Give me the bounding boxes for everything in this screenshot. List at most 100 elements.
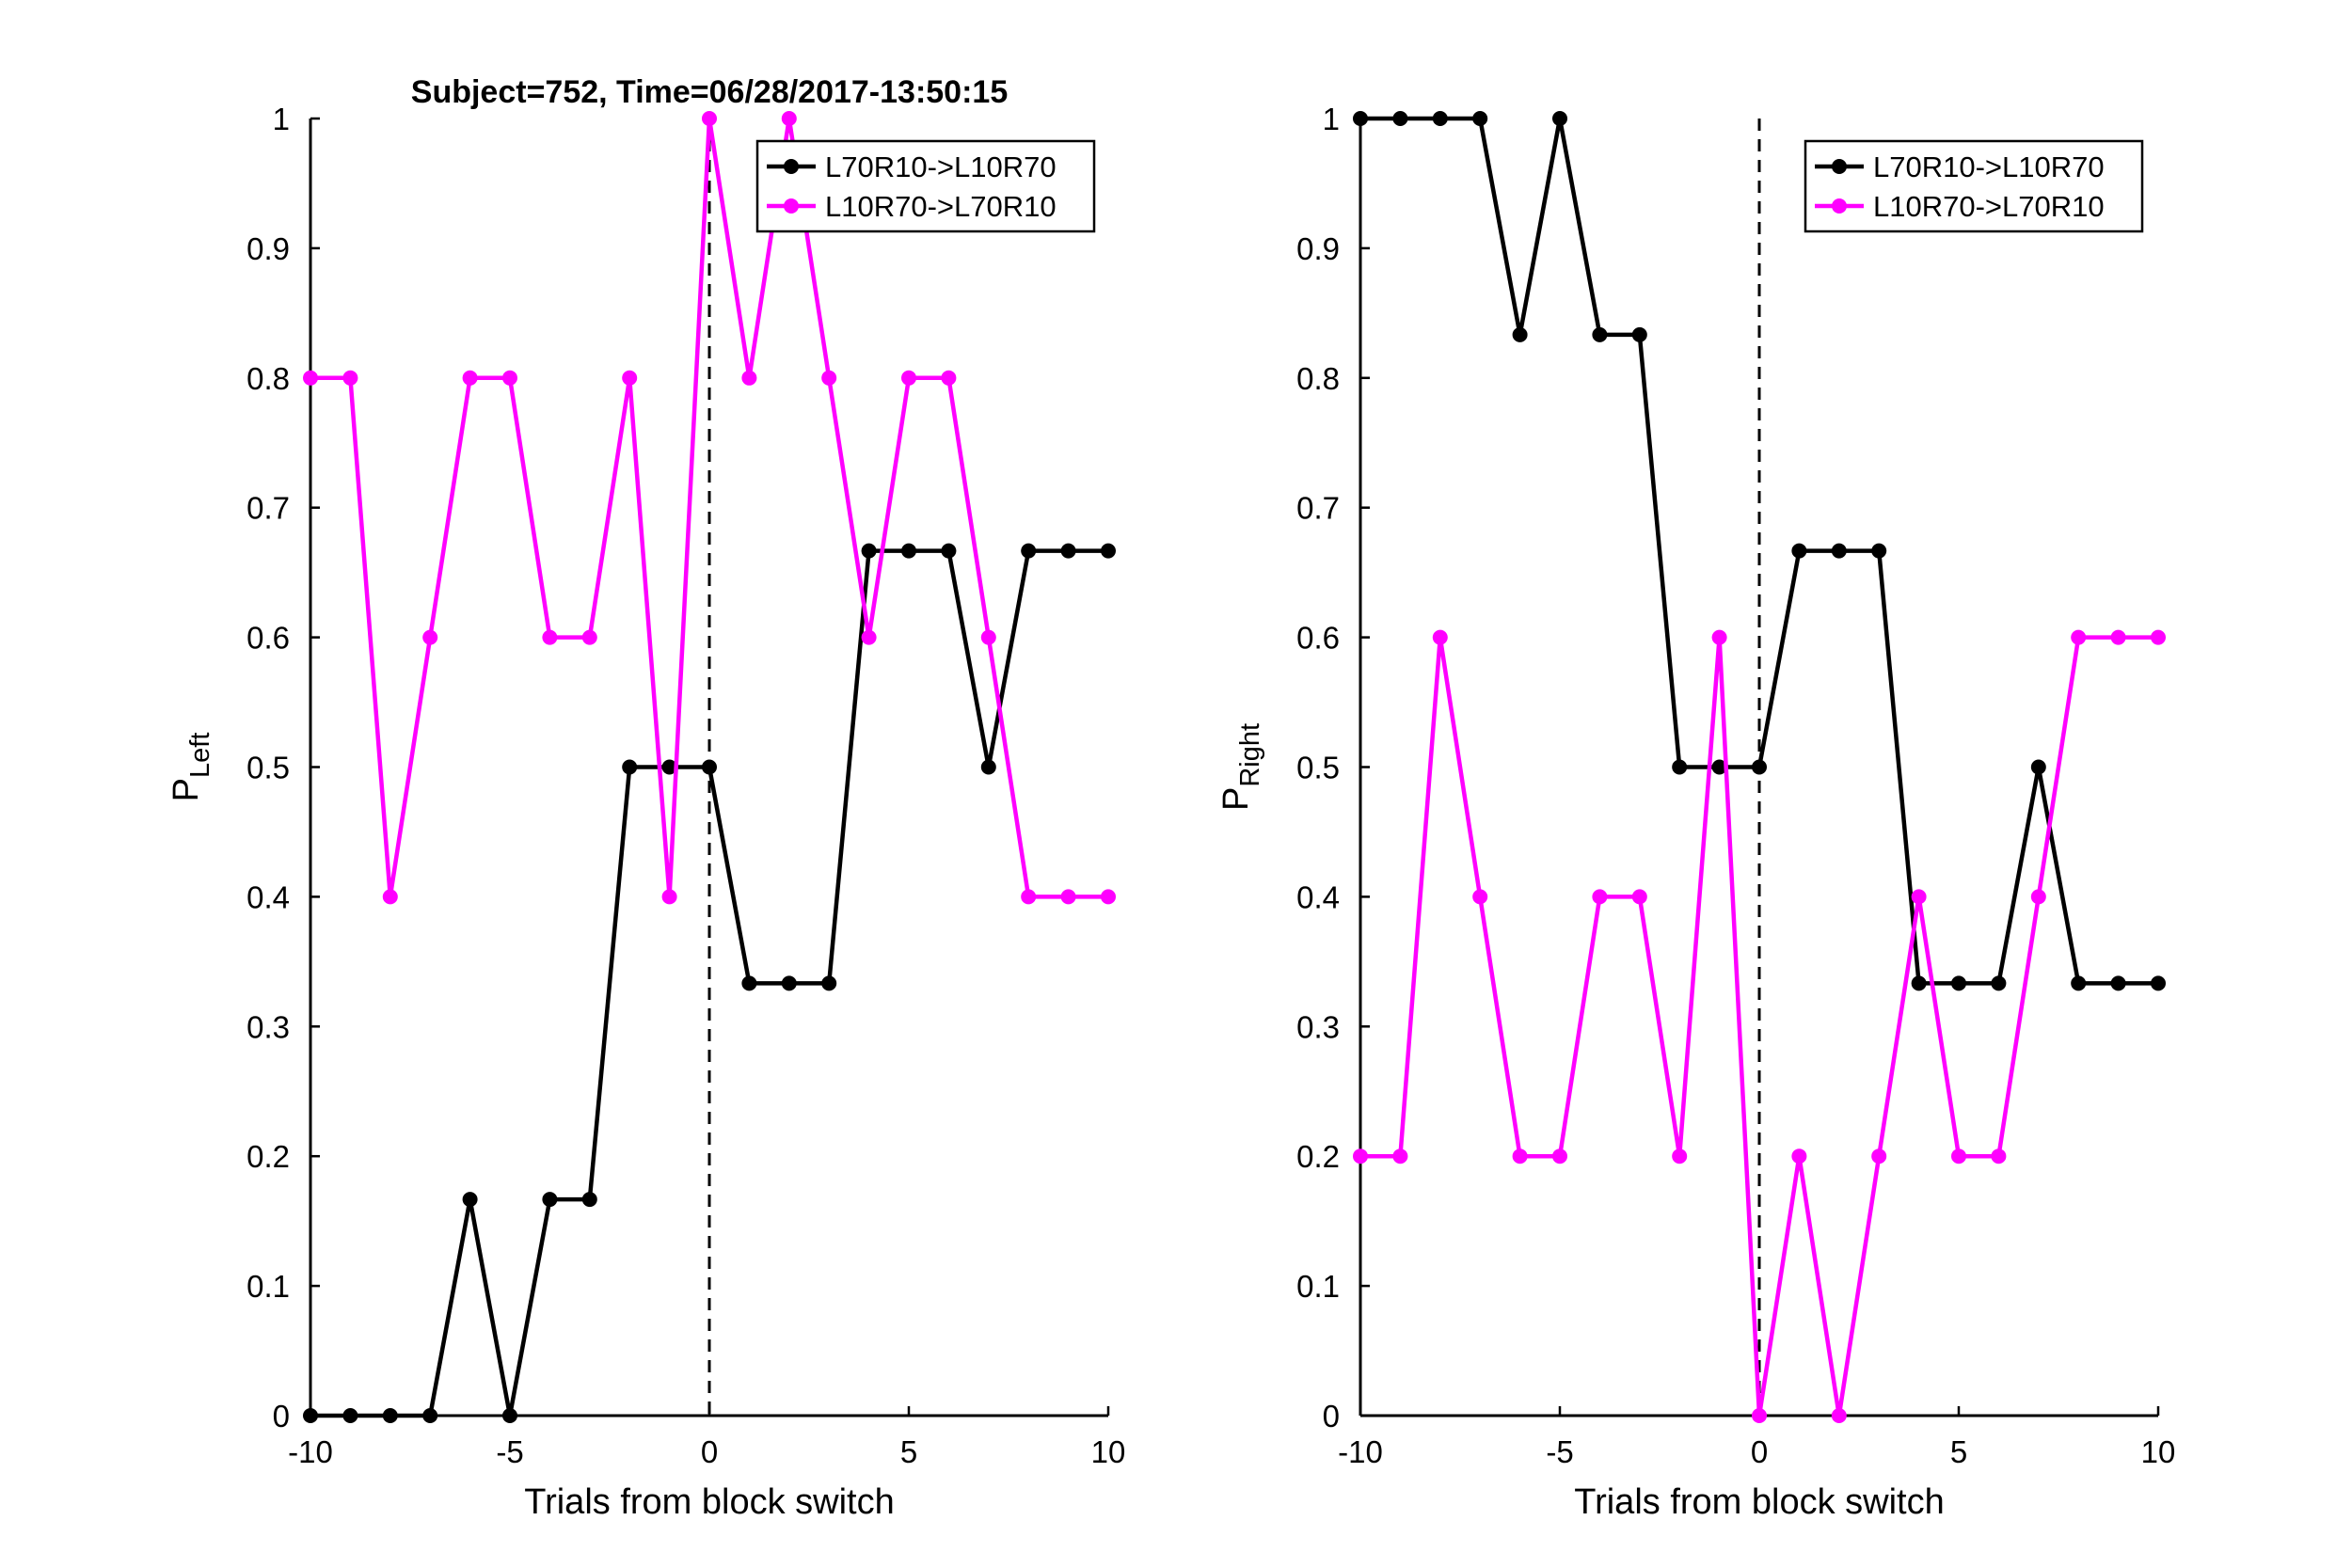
x-tick-label: -10 [1338,1434,1383,1469]
x-axis-label: Trials from block switch [524,1482,894,1522]
y-tick-label: 0.2 [1296,1139,1340,1174]
data-point [1060,889,1076,905]
data-point [2071,975,2087,991]
data-point [980,629,996,645]
data-point [821,975,837,991]
figure-title: Subject=752, Time=06/28/2017-13:50:15 [411,74,1008,110]
data-point [1432,629,1448,645]
data-point [1472,889,1488,905]
data-point [2151,629,2166,645]
legend-label: L70R10->L10R70 [825,150,1057,183]
x-tick-label: 10 [1091,1434,1126,1469]
data-point [2030,889,2046,905]
data-point [1631,326,1647,342]
data-point [462,370,478,386]
data-point [1991,975,2007,991]
data-point [781,975,797,991]
data-point [2071,629,2087,645]
data-point [1991,1148,2007,1164]
data-point [1392,111,1408,126]
x-tick-label: 5 [1950,1434,1967,1469]
data-point [581,629,597,645]
data-point [1791,1148,1807,1164]
data-point [1512,326,1528,342]
data-point [1353,1148,1368,1164]
data-point [661,759,677,775]
data-point [342,370,358,386]
y-tick-label: 0.8 [1296,361,1340,396]
data-point [1353,111,1368,126]
data-point [462,1192,478,1208]
data-point [581,1192,597,1208]
legend-label: L10R70->L70R10 [825,190,1057,223]
x-tick-label: 0 [1751,1434,1768,1469]
data-point [342,1408,358,1423]
legend-swatch-marker [784,198,799,214]
data-point [1552,1148,1567,1164]
y-axis-label-main: P [1216,787,1256,811]
x-tick-label: 0 [701,1434,718,1469]
data-point [1752,759,1767,775]
data-point [2110,629,2126,645]
legend-box [755,139,1096,233]
data-point [542,1192,558,1208]
y-tick-label: 0.6 [1296,621,1340,656]
x-tick-label: 5 [900,1434,917,1469]
data-point [422,629,438,645]
data-point [941,370,957,386]
data-point [1631,889,1647,905]
data-point [1711,629,1727,645]
data-point [303,370,318,386]
y-tick-label: 0.7 [1296,491,1340,526]
data-point [1592,326,1608,342]
y-tick-label: 0.8 [246,361,290,396]
y-tick-label: 0.1 [246,1269,290,1304]
data-point [781,111,797,126]
legend-swatch-marker [1832,159,1847,174]
data-point [422,1408,438,1423]
data-point [1711,759,1727,775]
x-axis-label: Trials from block switch [1574,1482,1944,1522]
data-point [1871,1148,1887,1164]
y-tick-label: 0.9 [1296,231,1340,266]
y-axis-label: PLeft [167,733,215,802]
data-point [1552,111,1567,126]
y-tick-label: 0.9 [246,231,290,266]
x-tick-label: -5 [496,1434,523,1469]
data-point [2110,975,2126,991]
data-point [1752,1408,1767,1423]
data-point [661,889,677,905]
data-point [1021,543,1037,559]
data-point [502,1408,517,1423]
data-point [1911,975,1927,991]
data-point [1672,759,1688,775]
data-point [1101,889,1116,905]
data-point [1392,1148,1408,1164]
y-tick-label: 0.5 [1296,751,1340,785]
data-point [741,370,757,386]
data-point [622,370,638,386]
data-point [861,543,877,559]
x-tick-label: -10 [288,1434,333,1469]
legend-box [1804,139,2144,233]
data-point [622,759,638,775]
legend-swatch-marker [1832,198,1847,214]
y-tick-label: 0.5 [246,751,290,785]
y-tick-label: 1 [273,102,290,136]
y-tick-label: 0 [1323,1399,1340,1433]
y-tick-label: 0.7 [246,491,290,526]
data-point [1951,1148,1966,1164]
y-tick-label: 0.6 [246,621,290,656]
data-point [1911,889,1927,905]
legend: L70R10->L10R70 L10R70->L70R10 [755,139,1096,233]
y-tick-label: 0 [273,1399,290,1433]
data-point [1871,543,1887,559]
data-point [741,975,757,991]
y-tick-label: 0.1 [1296,1269,1340,1304]
chart-panel-2: 0 0.1 0.2 0.3 0.4 0.5 0.6 0.7 0.8 0.9 1 -10 -5 0 5 10 Tr… [1216,102,2175,1522]
y-tick-label: 0.4 [246,879,290,914]
data-point [382,889,398,905]
legend-label: L10R70->L70R10 [1873,190,2105,223]
